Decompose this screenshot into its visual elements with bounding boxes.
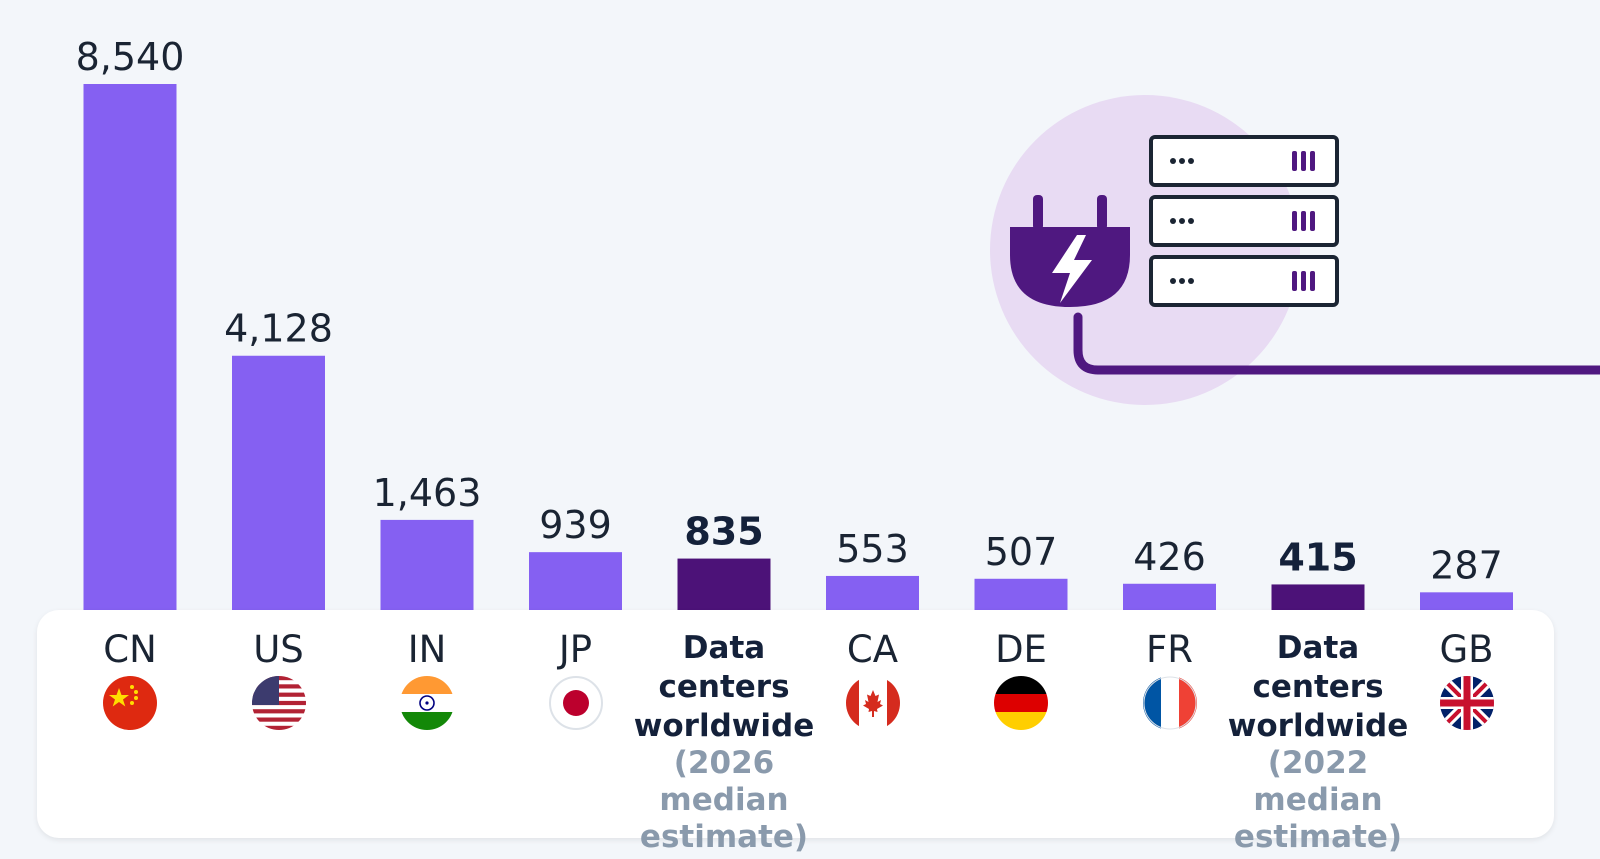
category-panel: CN US IN JP Data centers worldwide (2026 median…	[37, 610, 1554, 855]
value-label: 1,463	[373, 471, 482, 515]
canada-flag-icon	[845, 676, 900, 730]
bar-us	[232, 355, 325, 610]
category-label: US	[159, 628, 399, 730]
country-code: GB	[1439, 628, 1494, 671]
bar-de	[974, 578, 1068, 610]
value-label: 507	[985, 530, 1058, 574]
category-label: DE	[901, 628, 1141, 730]
germany-flag-icon	[994, 676, 1048, 730]
estimate-note: estimate)	[639, 819, 809, 855]
bar-gb	[1420, 592, 1513, 610]
worldwide-label: worldwide	[633, 708, 815, 744]
estimate-note: estimate)	[1233, 819, 1403, 855]
bar-cn	[83, 84, 177, 610]
value-label: 287	[1430, 543, 1503, 587]
india-flag-icon	[400, 676, 454, 730]
category-label: FR	[1050, 628, 1290, 730]
category-label: CA	[753, 628, 993, 730]
bar-ca	[826, 575, 919, 610]
bar-worldwide-4	[677, 558, 771, 610]
france-flag-icon	[1142, 676, 1197, 730]
worldwide-label: Data	[682, 630, 766, 666]
bar-worldwide-8	[1271, 584, 1365, 610]
category-label: CN	[10, 628, 250, 730]
estimate-note: (2022 median	[1253, 745, 1383, 818]
worldwide-label: Data	[1276, 630, 1360, 666]
country-code: JP	[558, 628, 593, 671]
value-label: 553	[836, 527, 909, 571]
category-label: Data centers worldwide (2022 median estimate…	[1198, 628, 1438, 856]
worldwide-label: centers	[658, 669, 790, 705]
value-label: 8,540	[76, 35, 185, 79]
japan-flag-icon	[548, 676, 603, 730]
power-plug-server-icon	[980, 95, 1600, 419]
country-code: US	[253, 628, 304, 671]
country-code: IN	[407, 628, 447, 671]
country-code: DE	[995, 628, 1047, 671]
value-label: 4,128	[224, 307, 333, 351]
worldwide-label: centers	[1252, 669, 1384, 705]
usa-flag-icon	[251, 676, 306, 730]
bar-jp	[529, 552, 622, 610]
estimate-note: (2026 median	[659, 745, 789, 818]
value-label: 835	[684, 510, 763, 554]
category-label: GB	[1347, 628, 1587, 730]
category-label: JP	[456, 628, 696, 730]
country-code: FR	[1146, 628, 1193, 671]
bar-in	[380, 519, 474, 610]
category-label: IN	[307, 628, 547, 730]
country-code: CN	[103, 628, 157, 671]
uk-flag-icon	[1439, 676, 1494, 730]
value-label: 939	[539, 503, 612, 547]
value-label: 426	[1133, 535, 1206, 579]
china-flag-icon	[103, 676, 157, 730]
country-code: CA	[846, 628, 899, 671]
worldwide-label: worldwide	[1227, 708, 1409, 744]
bar-fr	[1123, 583, 1216, 610]
value-label: 415	[1278, 535, 1357, 579]
category-label: Data centers worldwide (2026 median estimate…	[604, 628, 844, 856]
